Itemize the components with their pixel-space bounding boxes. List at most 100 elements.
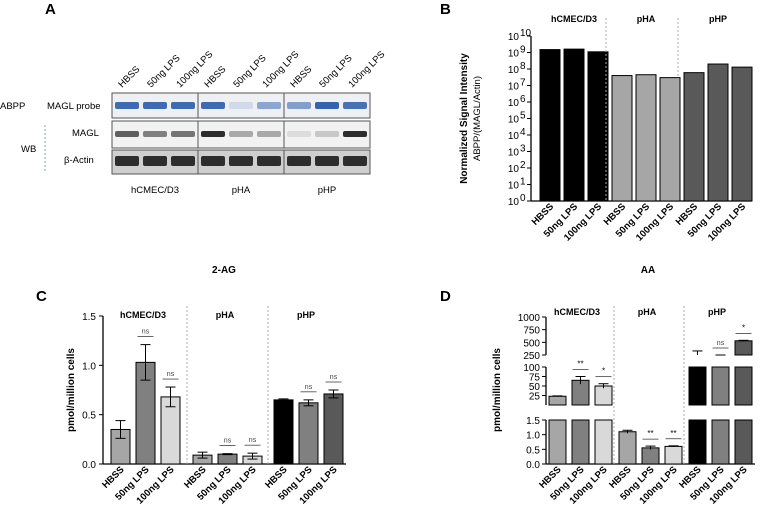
blot-band-actin [343,156,367,166]
y-tick-exponent: 4 [520,127,526,138]
blot-band-probe [229,102,253,109]
group-label: pHA [638,307,657,317]
y-tick-label: 75 [529,373,541,384]
blot-band-probe [343,102,367,109]
blot-band-magl [287,131,311,137]
bar [298,402,319,465]
row-label-actin: β-Actin [64,155,94,166]
blot-band-actin [201,156,225,166]
bar [707,63,729,202]
y-tick-label: 1.0 [82,361,96,372]
y-tick-label: 25 [529,392,541,403]
y-tick-label: 250 [523,351,540,362]
y-tick-label: 0.0 [526,460,540,471]
group-label: pHP [709,14,727,24]
blot-band-actin [287,156,311,166]
bar [548,395,567,406]
blot-group-label: pHA [232,185,251,196]
bar [217,453,238,465]
panel-letter-b: B [440,1,451,18]
blot-group-label: hCMEC/D3 [131,185,179,196]
sig-label: ** [577,360,583,369]
blot-band-probe [115,102,139,109]
y-tick-label: 10 [508,115,520,126]
bar [659,77,681,202]
bar [641,447,660,465]
bar [611,75,633,202]
y-tick-exponent: 1 [520,177,526,188]
sig-label: * [742,323,745,332]
y-tick-label: 0.5 [526,445,540,456]
blot-band-probe [287,102,311,109]
chart-title: AA [641,265,655,276]
row-label-magl: MAGL [72,128,99,139]
group-label: hCMEC/D3 [120,310,166,320]
blot-group-label: pHP [318,185,336,196]
y-tick-exponent: 0 [520,193,526,204]
group-label: pHP [297,310,315,320]
y-tick-label: 1.5 [526,416,540,427]
y-tick-exponent: 8 [520,61,526,72]
y-tick-label: 0.5 [82,411,96,422]
bar [664,445,683,465]
y-tick-label: 10 [508,32,520,43]
y-tick-label: 10 [508,181,520,192]
blot-band-probe [171,102,195,109]
y-tick-label: 750 [523,326,540,337]
blot-lane-label: HBSS [116,64,142,90]
y-axis-label: pmol/million cells [492,348,503,432]
bar [711,419,730,465]
y-tick-label: 50 [529,382,541,393]
y-axis-label-2: ABPP/(MAGL/Actin) [472,76,483,161]
y-tick-exponent: 10 [520,28,532,39]
bar [587,51,609,202]
bar [731,66,753,202]
blot-lane-label: HBSS [288,64,314,90]
bar [548,419,567,465]
row-label-probe: MAGL probe [47,101,101,112]
bar [635,74,657,202]
bar [273,399,294,465]
bar [571,419,590,465]
bar [734,419,753,465]
blot-band-probe [315,102,339,109]
y-axis-label: Normalized Signal Intensity [459,53,470,184]
blot-band-actin [115,156,139,166]
y-tick-exponent: 2 [520,160,526,171]
y-tick-label: 10 [508,49,520,60]
blot-band-magl [229,131,253,137]
chart-title: 2-AG [212,265,236,276]
y-tick-label: 10 [508,98,520,109]
group-label: pHA [216,310,235,320]
y-tick-exponent: 3 [520,144,526,155]
group-label: pHA [637,14,656,24]
sig-label: ** [670,429,676,438]
y-tick-label: 10 [508,164,520,175]
y-tick-label: 1.5 [82,312,96,323]
sig-label: * [602,367,605,376]
bar [563,48,585,202]
sig-label: ns [142,329,150,336]
row-label-abpp: ABPP [0,101,25,112]
y-tick-label: 500 [523,338,540,349]
y-tick-exponent: 6 [520,94,526,105]
panel-letter-a: A [45,1,56,18]
blot-band-actin [315,156,339,166]
panel-letter-c: C [36,288,47,305]
sig-label: ns [330,374,338,381]
y-tick-label: 10 [508,65,520,76]
bar [734,366,753,406]
bar [688,366,707,406]
group-label: hCMEC/D3 [554,307,600,317]
blot-band-magl [257,131,281,137]
blot-strips [111,92,371,175]
blot-lane-label: 100ng LPS [346,49,387,90]
y-axis-label: pmol/million cells [66,348,77,432]
bar [323,393,344,465]
panel-letter-d: D [440,288,451,305]
y-tick-label: 1000 [518,313,541,324]
y-tick-exponent: 9 [520,45,526,56]
blot-band-magl [343,131,367,137]
